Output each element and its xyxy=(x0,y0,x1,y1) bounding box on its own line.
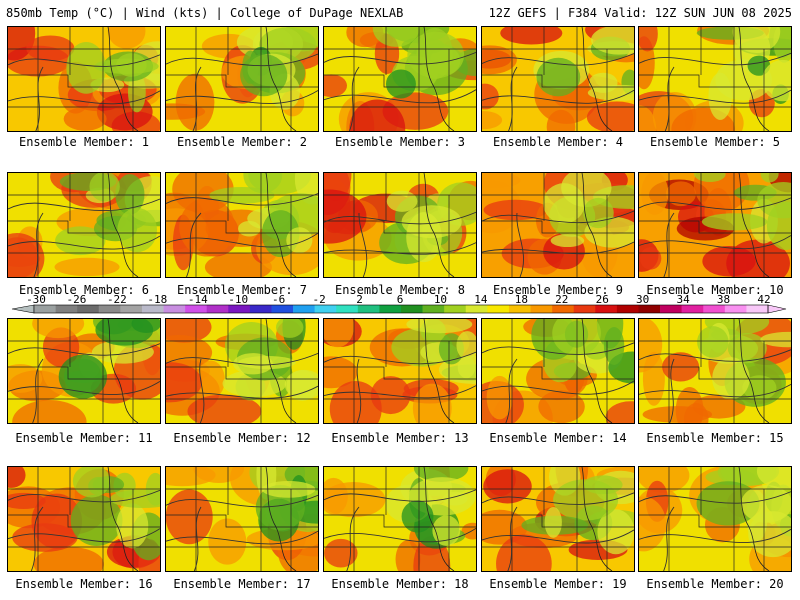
member-label: Ensemble Member: 14 xyxy=(489,431,627,445)
colorbar-tick-label: 30 xyxy=(636,294,649,306)
colorbar-tick-label: 34 xyxy=(676,294,690,306)
colorbar-tick-label: 26 xyxy=(596,294,609,306)
colorbar-tick-label: -6 xyxy=(272,294,285,306)
member-map-6 xyxy=(7,172,161,278)
colorbar-tick-label: -14 xyxy=(188,294,208,306)
colorbar-swatch xyxy=(422,305,445,313)
colorbar-swatch xyxy=(98,305,121,313)
colorbar-tick-label: -22 xyxy=(107,294,127,306)
colorbar-swatch xyxy=(681,305,704,313)
colorbar-swatch xyxy=(141,305,164,313)
colorbar-swatch xyxy=(616,305,639,313)
colorbar-tick-label: 38 xyxy=(717,294,730,306)
member-label: Ensemble Member: 5 xyxy=(649,135,781,149)
member-label: Ensemble Member: 8 xyxy=(334,283,466,297)
member-map-8 xyxy=(323,172,477,278)
member-map-17 xyxy=(165,466,319,572)
colorbar-swatch xyxy=(336,305,359,313)
colorbar-tick-label: 18 xyxy=(515,294,528,306)
colorbar-swatch xyxy=(552,305,575,313)
member-label: Ensemble Member: 10 xyxy=(646,283,784,297)
member-map-14 xyxy=(481,318,635,424)
member-map-5 xyxy=(638,26,792,132)
colorbar-swatch xyxy=(271,305,294,313)
member-map-10 xyxy=(638,172,792,278)
member-label: Ensemble Member: 4 xyxy=(492,135,624,149)
colorbar-swatch xyxy=(487,305,510,313)
colorbar-swatch xyxy=(379,305,402,313)
colorbar-swatch xyxy=(746,305,769,313)
colorbar-swatch xyxy=(703,305,726,313)
member-map-12 xyxy=(165,318,319,424)
colorbar-swatch xyxy=(595,305,618,313)
member-map-16 xyxy=(7,466,161,572)
colorbar-swatch xyxy=(573,305,596,313)
color-scale-bar: -30 -26 -22 -18 -14 -10 -6 -2 2 6 10 14 18 22 26 30 34 38… xyxy=(11,294,787,314)
colorbar-swatch xyxy=(314,305,337,313)
member-map-7 xyxy=(165,172,319,278)
member-label: Ensemble Member: 9 xyxy=(492,283,624,297)
member-label: Ensemble Member: 17 xyxy=(173,577,311,591)
member-label: Ensemble Member: 1 xyxy=(18,135,150,149)
colorbar-swatch xyxy=(228,305,251,313)
colorbar-swatch xyxy=(724,305,747,313)
colorbar-swatch xyxy=(206,305,229,313)
colorbar-swatch xyxy=(508,305,531,313)
member-label: Ensemble Member: 19 xyxy=(489,577,627,591)
colorbar-swatch xyxy=(185,305,208,313)
colorbar-right-arrow xyxy=(767,304,787,314)
member-label: Ensemble Member: 12 xyxy=(173,431,311,445)
member-label: Ensemble Member: 18 xyxy=(331,577,469,591)
member-map-19 xyxy=(481,466,635,572)
member-map-2 xyxy=(165,26,319,132)
colorbar-swatch xyxy=(77,305,100,313)
member-map-15 xyxy=(638,318,792,424)
member-label: Ensemble Member: 16 xyxy=(15,577,153,591)
member-map-11 xyxy=(7,318,161,424)
colorbar-tick-label: -18 xyxy=(147,294,167,306)
member-map-9 xyxy=(481,172,635,278)
member-map-20 xyxy=(638,466,792,572)
member-map-4 xyxy=(481,26,635,132)
colorbar-tick-label: -30 xyxy=(26,294,46,306)
member-map-3 xyxy=(323,26,477,132)
colorbar-swatch xyxy=(444,305,467,313)
colorbar-tick-label: -26 xyxy=(67,294,87,306)
member-map-1 xyxy=(7,26,161,132)
colorbar-tick-label: 42 xyxy=(757,294,770,306)
header-valid-time: 12Z GEFS | F384 Valid: 12Z SUN JUN 08 20… xyxy=(488,6,792,20)
colorbar-tick-label: -10 xyxy=(228,294,248,306)
colorbar-swatch xyxy=(638,305,661,313)
colorbar-tick-label: -2 xyxy=(312,294,325,306)
member-label: Ensemble Member: 2 xyxy=(176,135,308,149)
colorbar-swatch xyxy=(34,305,56,313)
colorbar-swatch xyxy=(465,305,488,313)
member-map-13 xyxy=(323,318,477,424)
member-label: Ensemble Member: 13 xyxy=(331,431,469,445)
member-label: Ensemble Member: 20 xyxy=(646,577,784,591)
colorbar-tick-label: 14 xyxy=(474,294,488,306)
colorbar-tick-label: 2 xyxy=(356,294,363,306)
colorbar-swatch xyxy=(163,305,186,313)
header-title: 850mb Temp (°C) | Wind (kts) | College o… xyxy=(6,6,404,20)
colorbar-tick-label: 10 xyxy=(434,294,447,306)
member-label: Ensemble Member: 3 xyxy=(334,135,466,149)
colorbar-tick-label: 22 xyxy=(555,294,568,306)
colorbar-swatch xyxy=(401,305,423,313)
colorbar-swatch xyxy=(530,305,553,313)
member-label: Ensemble Member: 6 xyxy=(18,283,150,297)
member-label: Ensemble Member: 7 xyxy=(176,283,308,297)
colorbar-swatch xyxy=(660,305,682,313)
colorbar-tick-label: 6 xyxy=(397,294,404,306)
colorbar-left-arrow xyxy=(11,304,35,314)
member-label: Ensemble Member: 15 xyxy=(646,431,784,445)
colorbar-swatch xyxy=(55,305,78,313)
member-label: Ensemble Member: 11 xyxy=(15,431,153,445)
colorbar-swatch xyxy=(357,305,380,313)
colorbar-swatch xyxy=(249,305,272,313)
colorbar-swatch xyxy=(120,305,143,313)
member-map-18 xyxy=(323,466,477,572)
colorbar-swatch xyxy=(293,305,315,313)
